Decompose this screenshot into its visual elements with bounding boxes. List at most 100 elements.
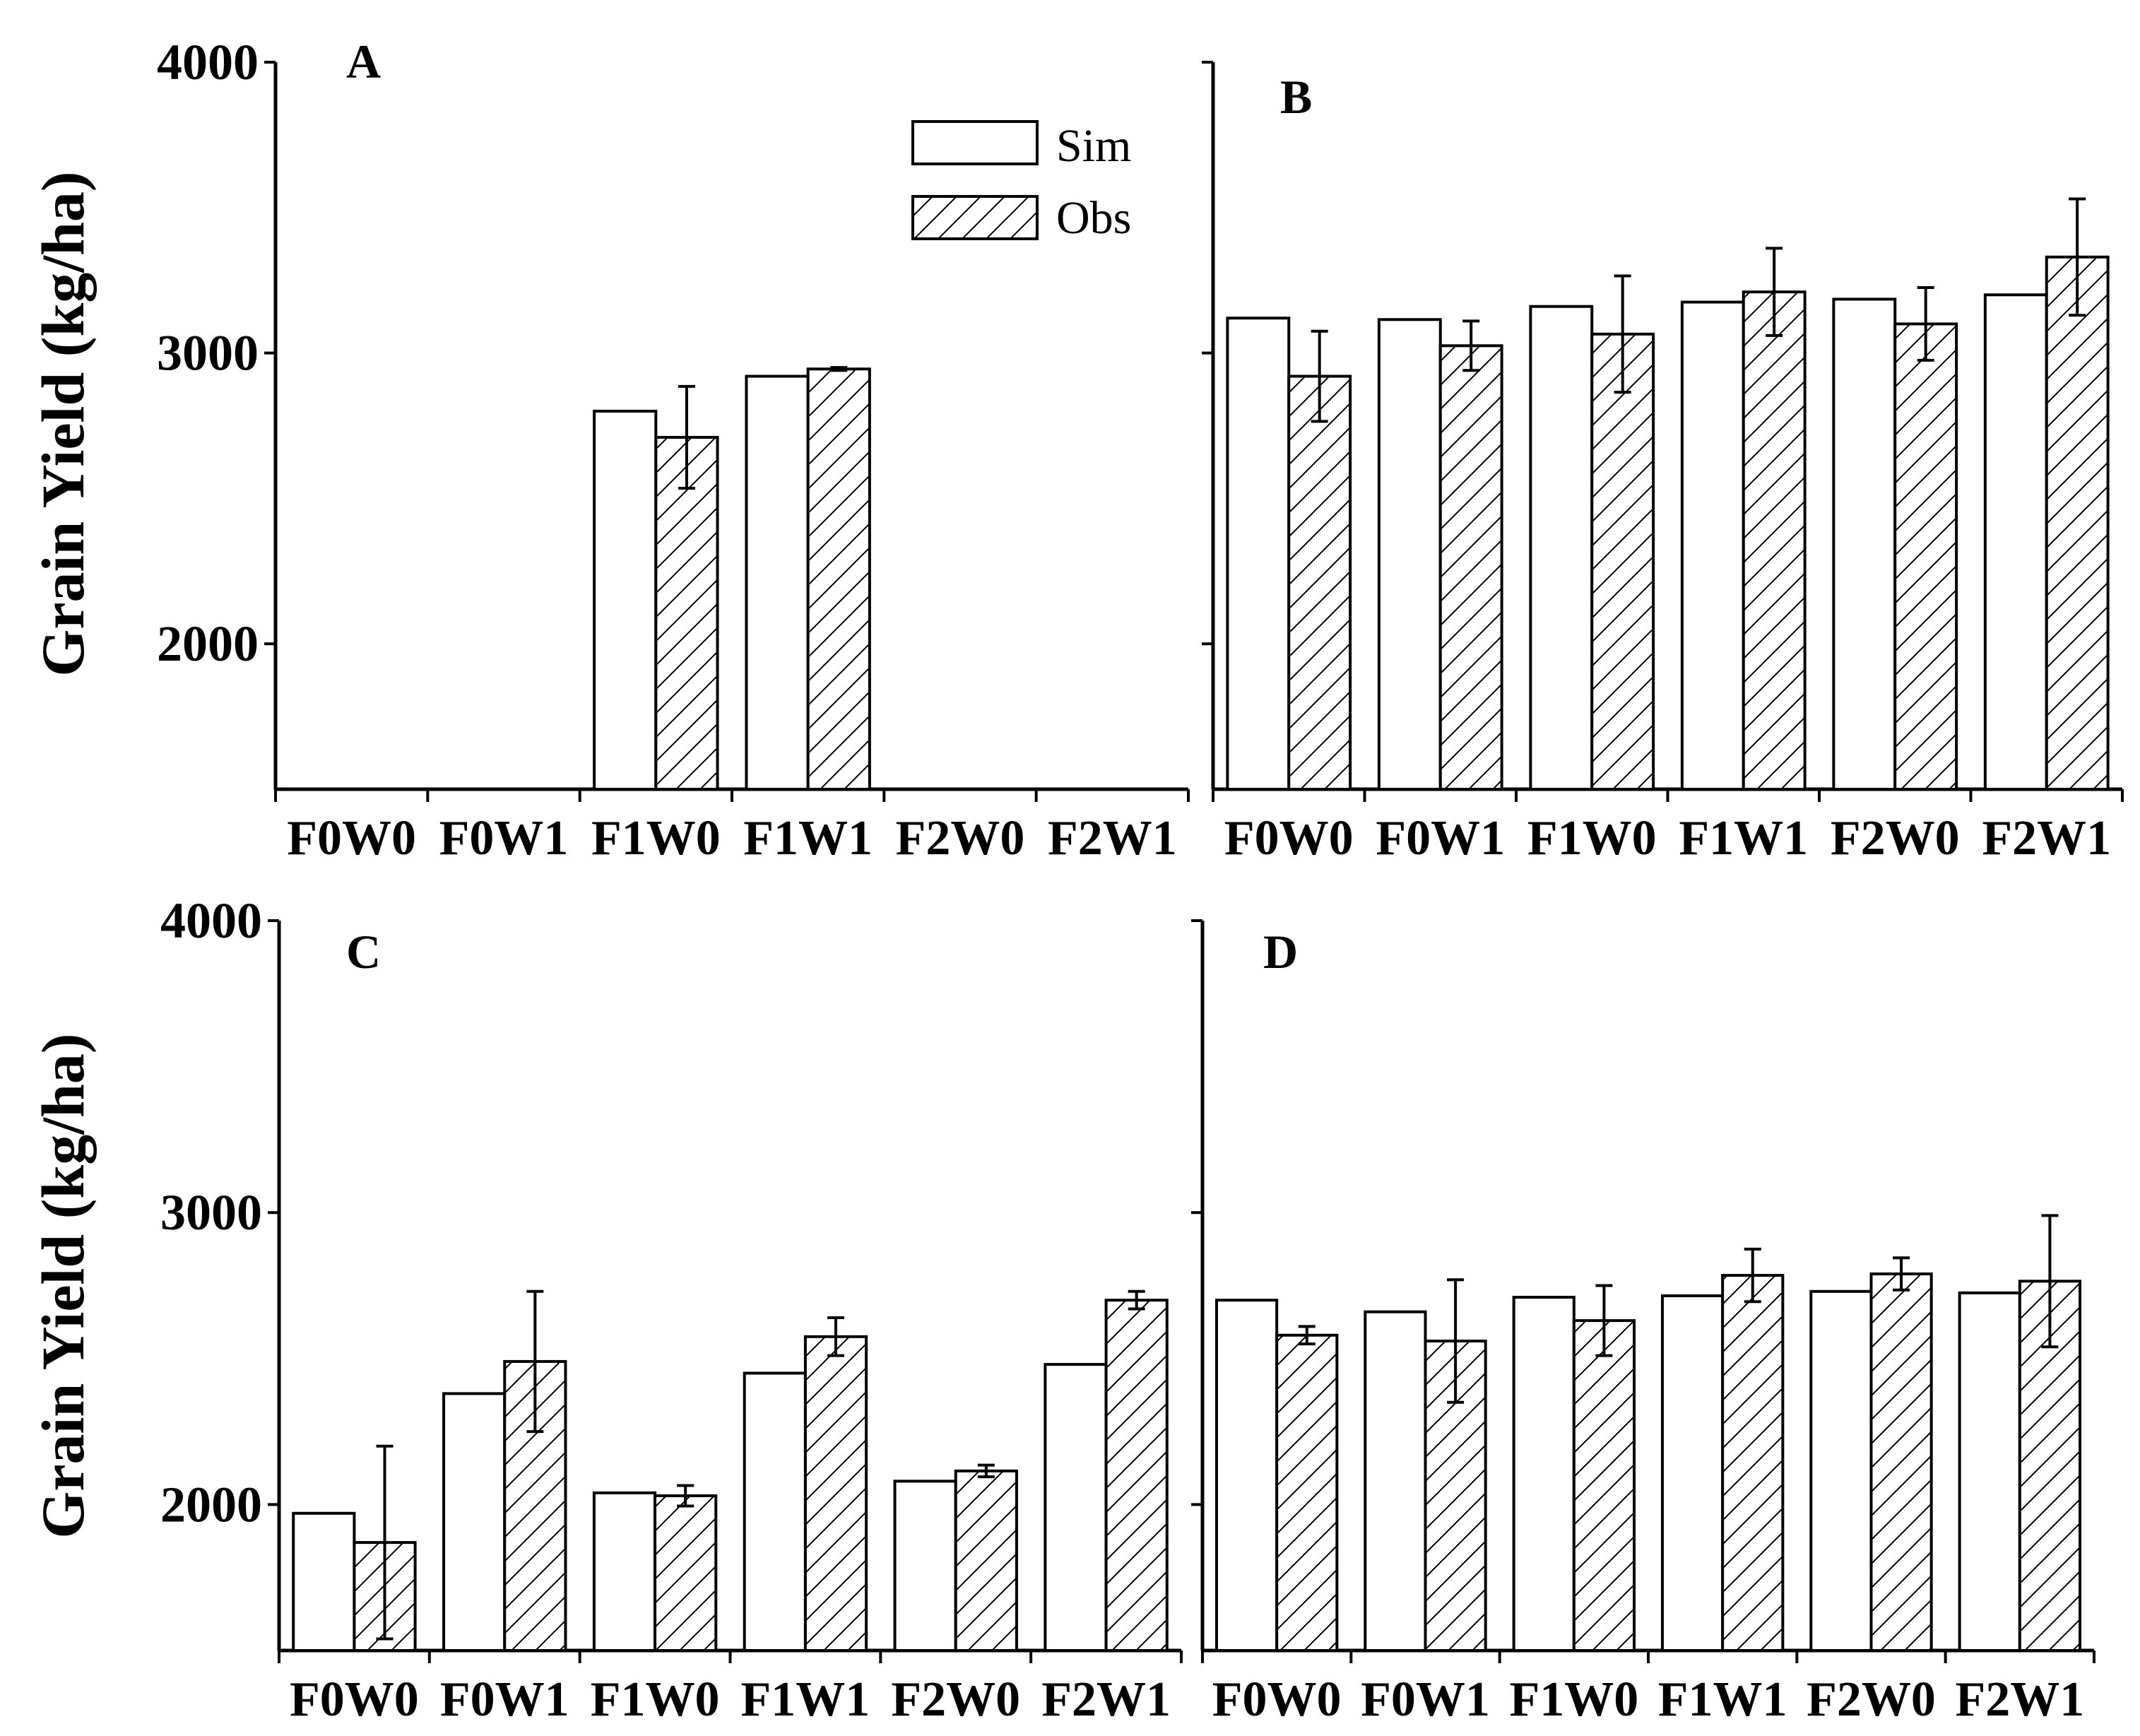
legend-obs-swatch	[911, 195, 1039, 240]
panel-b-bar-sim-f0w0	[1226, 317, 1291, 791]
panel-c-bar-obs-f1w0	[654, 1494, 718, 1652]
panel-a-letter: A	[346, 35, 381, 88]
panel-d-bar-sim-f0w1	[1364, 1310, 1427, 1652]
panel-c-letter: C	[346, 925, 381, 979]
panel-c-bar-obs-f1w1	[803, 1335, 868, 1653]
panel-b-bar-obs-f0w0	[1287, 374, 1352, 791]
panel-a-x-tick-label: F0W1	[439, 811, 569, 866]
panel-b-bar-sim-f1w1	[1680, 300, 1745, 791]
panel-a-x-tick-label: F2W0	[896, 811, 1025, 866]
panel-b-bar-sim-f1w0	[1529, 305, 1594, 791]
panel-c-y-tick-label: 3000	[160, 1184, 262, 1241]
legend-obs-label: Obs	[1056, 192, 1131, 244]
panel-a-x-tick-label: F1W0	[591, 811, 721, 866]
panel-a-errbar-f1w0	[678, 384, 695, 490]
panel-b-errbar-f1w1	[1766, 247, 1783, 337]
panel-b-errbar-f0w0	[1311, 329, 1328, 423]
panel-c-errbar-f1w0	[677, 1484, 694, 1508]
panel-b-bar-obs-f2w0	[1893, 322, 1958, 791]
panel-c-bar-sim-f1w1	[743, 1371, 807, 1652]
panel-d-x-tick-label: F0W0	[1212, 1672, 1342, 1727]
panel-c-errbar-f2w0	[977, 1463, 995, 1479]
panel-d: D F0W0 F0W1 F1W0 F1W1 F2W0 F2W1	[1191, 919, 2095, 1727]
legend: Sim Obs	[911, 120, 1131, 244]
panel-c-y-tick-label: 4000	[160, 892, 262, 949]
panel-a-x-tick-label: F0W0	[287, 811, 416, 866]
panel-c-bar-sim-f2w0	[893, 1480, 957, 1652]
panel-c-x-tick-label: F2W1	[1041, 1672, 1171, 1727]
panel-b-bar-obs-f2w1	[2045, 255, 2110, 791]
panel-c-x-tick-label: F2W0	[891, 1672, 1020, 1727]
panel-c-errbar-f2w1	[1128, 1289, 1145, 1311]
panel-c: C Grain Yield (kg/ha) 2000 3000 4000 F0W0 F0…	[29, 892, 1183, 1727]
panel-d-bar-sim-f1w0	[1512, 1296, 1576, 1652]
panel-b-x-tick-label: F1W0	[1527, 811, 1657, 866]
panel-c-errbar-f0w0	[376, 1444, 394, 1641]
panel-d-x-tick-label: F1W0	[1509, 1672, 1638, 1727]
panel-a: A Grain Yield (kg/ha) Sim Obs 2000 3000 40…	[29, 34, 1190, 866]
panel-b-x-tick-label: F0W0	[1224, 811, 1354, 866]
legend-sim-label: Sim	[1056, 120, 1131, 172]
panel-c-errbar-f0w1	[526, 1289, 544, 1434]
panel-d-x-tick-label: F2W0	[1807, 1672, 1936, 1727]
panel-d-x-tick-label: F2W1	[1955, 1672, 2084, 1727]
panel-b-errbar-f2w0	[1917, 285, 1934, 362]
panel-b-bar-obs-f1w1	[1742, 290, 1807, 791]
panel-a-errbar-f1w1	[830, 366, 848, 372]
panel-c-x-tick-label: F1W0	[591, 1672, 720, 1727]
panel-d-bar-obs-f1w1	[1721, 1274, 1785, 1652]
panel-a-x-tick-label: F2W1	[1048, 811, 1177, 866]
panel-d-errbar-f2w1	[2041, 1214, 2059, 1349]
panel-a-bar-sim-f1w0	[593, 409, 658, 791]
legend-sim-swatch	[911, 120, 1039, 165]
panel-a-bar-sim-f1w1	[745, 374, 810, 791]
panel-c-x-tick-label: F1W1	[741, 1672, 870, 1727]
panel-a-ylabel: Grain Yield (kg/ha)	[29, 171, 97, 676]
panel-c-x-tick-label: F0W1	[440, 1672, 569, 1727]
panel-a-y-tick-label: 2000	[157, 615, 259, 672]
panel-d-x-tick-label: F0W1	[1361, 1672, 1490, 1727]
panel-c-bar-sim-f0w1	[442, 1392, 507, 1653]
panel-c-bar-obs-f2w0	[954, 1469, 1018, 1653]
panel-a-bar-obs-f1w1	[806, 367, 871, 791]
panel-b-errbar-f0w1	[1462, 319, 1480, 372]
panel-c-bar-sim-f0w0	[292, 1511, 356, 1652]
panel-b-x-tick-label: F1W1	[1679, 811, 1808, 866]
panel-a-y-tick-label: 3000	[157, 325, 259, 382]
panel-d-errbar-f1w0	[1595, 1284, 1613, 1357]
panel-a-y-tick-label: 4000	[157, 34, 259, 90]
panel-b-bar-obs-f0w1	[1438, 344, 1503, 791]
panel-c-x-tick-label: F0W0	[290, 1672, 419, 1727]
panel-b-x-tick-label: F2W0	[1831, 811, 1960, 866]
panel-c-errbar-f1w1	[827, 1316, 845, 1357]
panel-d-bar-sim-f2w1	[1958, 1291, 2021, 1652]
panel-c-bar-sim-f1w0	[592, 1491, 657, 1653]
panel-d-errbar-f2w0	[1893, 1256, 1910, 1292]
panel-b-bar-obs-f1w0	[1590, 332, 1655, 791]
panel-c-bar-obs-f2w1	[1104, 1299, 1169, 1653]
panel-c-y-tick-label: 2000	[160, 1476, 262, 1533]
panel-d-x-tick-label: F1W1	[1658, 1672, 1787, 1727]
panel-b: B F0W0 F0W1 F1W0 F1W1 F2W0 F2W1	[1202, 61, 2124, 866]
panel-d-errbar-f0w1	[1447, 1278, 1465, 1404]
panel-d-letter: D	[1263, 925, 1298, 979]
panel-d-bar-obs-f0w0	[1275, 1333, 1339, 1653]
panel-a-bar-obs-f1w0	[654, 435, 719, 791]
panel-c-bar-sim-f2w1	[1044, 1363, 1108, 1652]
panel-d-bar-sim-f1w1	[1660, 1294, 1725, 1653]
panel-b-letter: B	[1280, 70, 1312, 124]
panel-b-errbar-f1w0	[1614, 274, 1631, 394]
panel-c-ylabel: Grain Yield (kg/ha)	[29, 1033, 97, 1538]
panel-b-bar-sim-f2w1	[1983, 293, 2048, 791]
panel-b-x-tick-label: F2W1	[1982, 811, 2111, 866]
panel-d-bar-obs-f1w0	[1572, 1319, 1636, 1652]
panel-d-bar-sim-f0w0	[1214, 1299, 1279, 1653]
panel-d-errbar-f0w0	[1298, 1325, 1316, 1346]
panel-b-bar-sim-f2w0	[1832, 297, 1897, 791]
panel-b-errbar-f2w1	[2069, 197, 2086, 317]
panel-d-bar-obs-f2w0	[1869, 1272, 1933, 1653]
panel-b-x-tick-label: F0W1	[1376, 811, 1505, 866]
panel-d-bar-sim-f2w0	[1809, 1289, 1873, 1653]
panel-a-x-tick-label: F1W1	[743, 811, 873, 866]
